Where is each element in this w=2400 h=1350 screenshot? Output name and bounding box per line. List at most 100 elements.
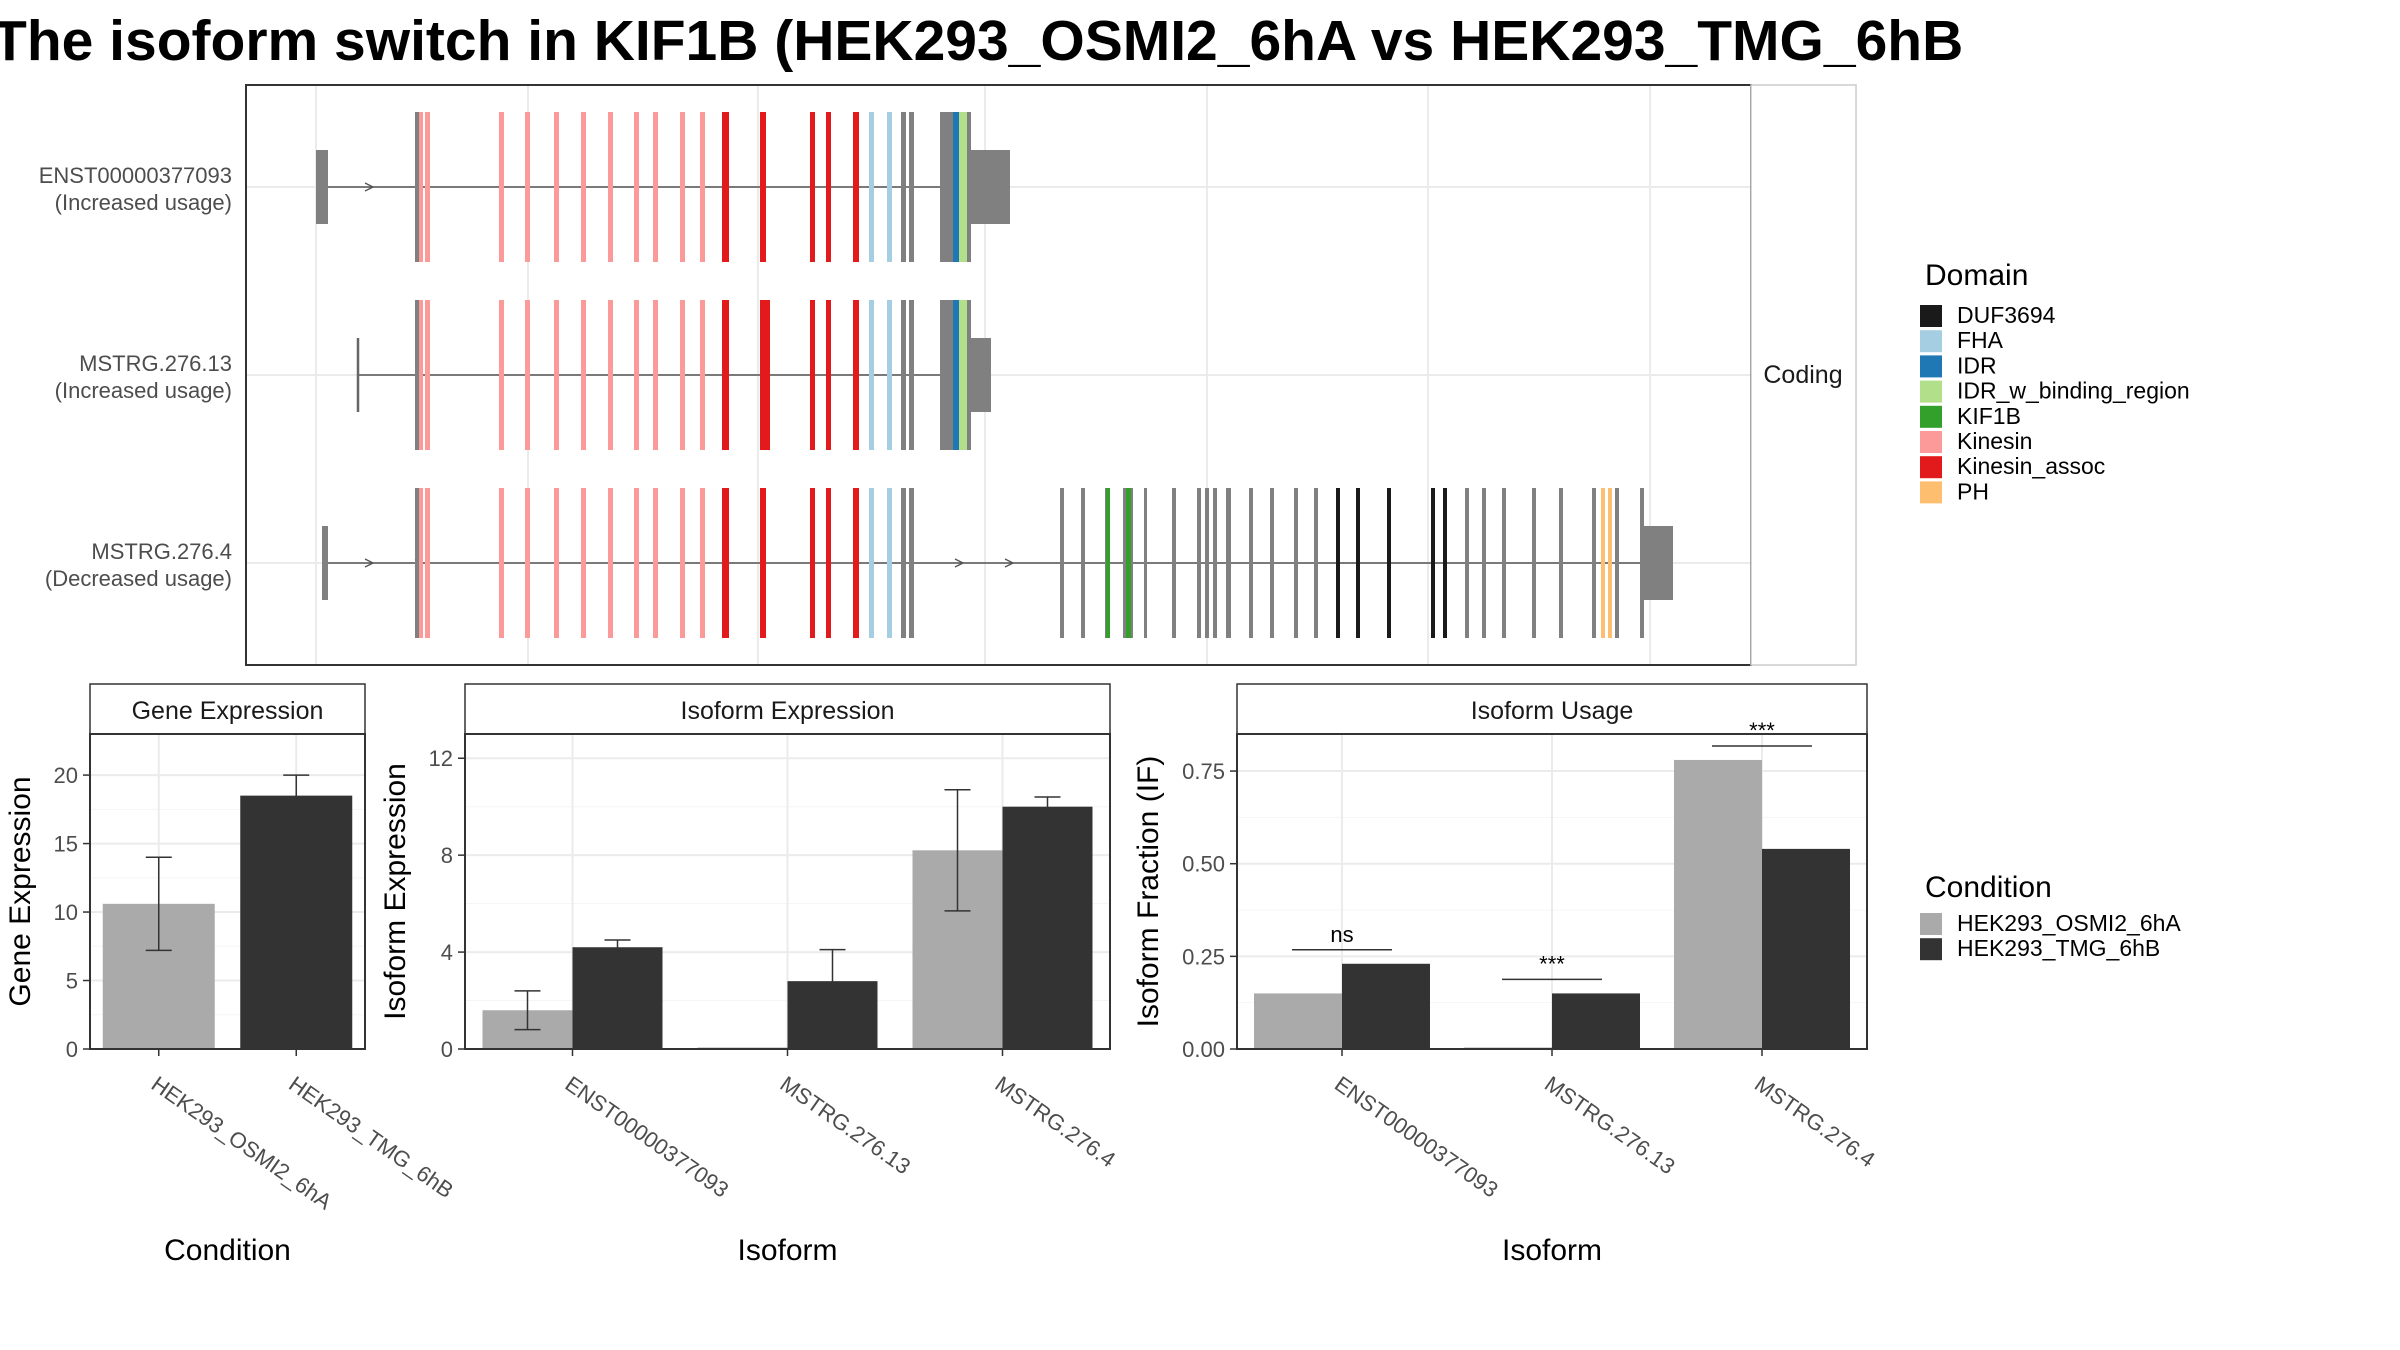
x-tick-label: ENST00000377093	[1330, 1071, 1503, 1202]
legend-swatch-duf3694	[1920, 305, 1942, 327]
exon-idr-region	[940, 300, 954, 450]
legend-swatch-idr_w_binding_region	[1920, 380, 1942, 403]
bar-1-3	[1674, 759, 1762, 1049]
exon-10	[700, 112, 705, 262]
legend-label-kinesin: Kinesin	[1957, 428, 2032, 454]
exon-8	[653, 112, 658, 262]
exon-utr	[415, 300, 421, 450]
exon-9	[680, 488, 685, 638]
exon-12	[760, 112, 766, 262]
exon-17	[887, 300, 892, 450]
exon-14	[826, 488, 831, 638]
domain-legend: Domain DUF3694FHAIDRIDR_w_binding_region…	[1920, 259, 2190, 504]
exon-tail-1	[1060, 488, 1064, 638]
exon-18	[901, 488, 906, 638]
panel-strip-label: Isoform Expression	[681, 697, 895, 725]
exon-13	[810, 300, 815, 450]
y-tick-label: 0.00	[1182, 1037, 1225, 1062]
legend-swatch-idr	[1920, 355, 1942, 378]
legend-label-duf3694: DUF3694	[1957, 302, 2056, 328]
exon-utr-3prime	[971, 150, 1010, 224]
exon-10	[700, 300, 705, 450]
transcript-label-1: ENST00000377093	[39, 163, 232, 188]
legend-label-kinesin_assoc: Kinesin_assoc	[1957, 453, 2105, 479]
exon-5	[581, 488, 586, 638]
exon-4	[554, 488, 559, 638]
exon-utr-3prime	[971, 338, 991, 412]
exon-6	[608, 112, 613, 262]
x-tick-label: MSTRG.276.13	[1540, 1071, 1680, 1179]
exon-1	[425, 300, 430, 450]
x-axis-label: Isoform	[737, 1234, 837, 1267]
bar-2-1	[572, 947, 663, 1049]
x-axis-label: Isoform	[1502, 1234, 1602, 1267]
legend-swatch-kinesin_assoc	[1920, 456, 1942, 479]
panel-border	[89, 733, 366, 1050]
y-tick-label: 8	[441, 843, 453, 868]
legend-swatch-condition-1	[1920, 913, 1942, 935]
exon-kinesin-start	[419, 488, 423, 638]
exon-tail-19	[1431, 488, 1435, 638]
exon-tail-11	[1226, 488, 1231, 638]
significance-label: ns	[1330, 922, 1353, 947]
domain-kif1b-1	[1106, 488, 1110, 638]
exon-tail-25	[1559, 488, 1563, 638]
y-axis-label: Isoform Expression	[379, 763, 412, 1020]
exon-tail-10	[1213, 488, 1217, 638]
x-tick-label: ENST00000377093	[561, 1071, 734, 1202]
legend-label-idr: IDR	[1957, 352, 1997, 378]
structure-tracks	[316, 112, 1673, 638]
exon-utr-3prime	[1641, 526, 1673, 600]
exon-15	[853, 488, 859, 638]
strand-arrow	[364, 182, 375, 192]
exon-2	[499, 300, 504, 450]
exon-first	[316, 150, 328, 224]
exon-19	[909, 300, 914, 450]
exon-tail-21	[1465, 488, 1469, 638]
exon-15	[853, 300, 859, 450]
y-axis-label: Gene Expression	[4, 776, 37, 1006]
legend-label-condition-1: HEK293_OSMI2_6hA	[1957, 910, 2181, 936]
exon-tail-6	[1144, 488, 1147, 638]
exon-7	[634, 300, 639, 450]
exon-tail-17	[1356, 488, 1360, 638]
x-axis-label: Condition	[164, 1234, 291, 1267]
significance-label: ***	[1749, 718, 1775, 743]
exon-tail-23	[1502, 488, 1506, 638]
legend-label-condition-2: HEK293_TMG_6hB	[1957, 935, 2160, 961]
exon-5	[581, 300, 586, 450]
exon-11	[722, 488, 729, 638]
exon-1	[425, 112, 430, 262]
bar-1-1	[1254, 993, 1342, 1049]
y-tick-label: 12	[429, 746, 453, 771]
bar-2-1	[1342, 963, 1430, 1049]
transcript-track-3	[322, 488, 1673, 638]
exon-7	[634, 112, 639, 262]
legend-swatch-ph	[1920, 481, 1942, 504]
y-tick-label: 0	[66, 1037, 78, 1062]
x-tick-label: MSTRG.276.4	[1750, 1071, 1880, 1172]
strand-arrow	[954, 558, 965, 568]
exon-tail-7	[1172, 488, 1176, 638]
transcript-usage-1: (Increased usage)	[55, 190, 232, 215]
exon-idr-region	[940, 112, 954, 262]
exon-2	[499, 488, 504, 638]
exon-tail-26	[1592, 488, 1596, 638]
coding-strip-label: Coding	[1763, 361, 1842, 389]
exon-tail-29	[1615, 488, 1619, 638]
exon-16	[869, 488, 874, 638]
y-tick-label: 0	[441, 1037, 453, 1062]
exon-idr-end	[967, 300, 971, 450]
bar-2-3	[1762, 848, 1850, 1049]
transcript-usage-3: (Decreased usage)	[45, 566, 232, 591]
exon-8	[653, 488, 658, 638]
legend-swatch-fha	[1920, 330, 1942, 353]
exon-utr	[415, 112, 421, 262]
exon-17	[887, 488, 892, 638]
domain-idr	[953, 300, 959, 450]
y-axis-label: Isoform Fraction (IF)	[1132, 756, 1165, 1028]
legend-swatch-kif1b	[1920, 405, 1942, 428]
y-tick-label: 0.50	[1182, 852, 1225, 877]
domain-legend-title: Domain	[1925, 259, 2028, 292]
exon-13	[810, 488, 815, 638]
